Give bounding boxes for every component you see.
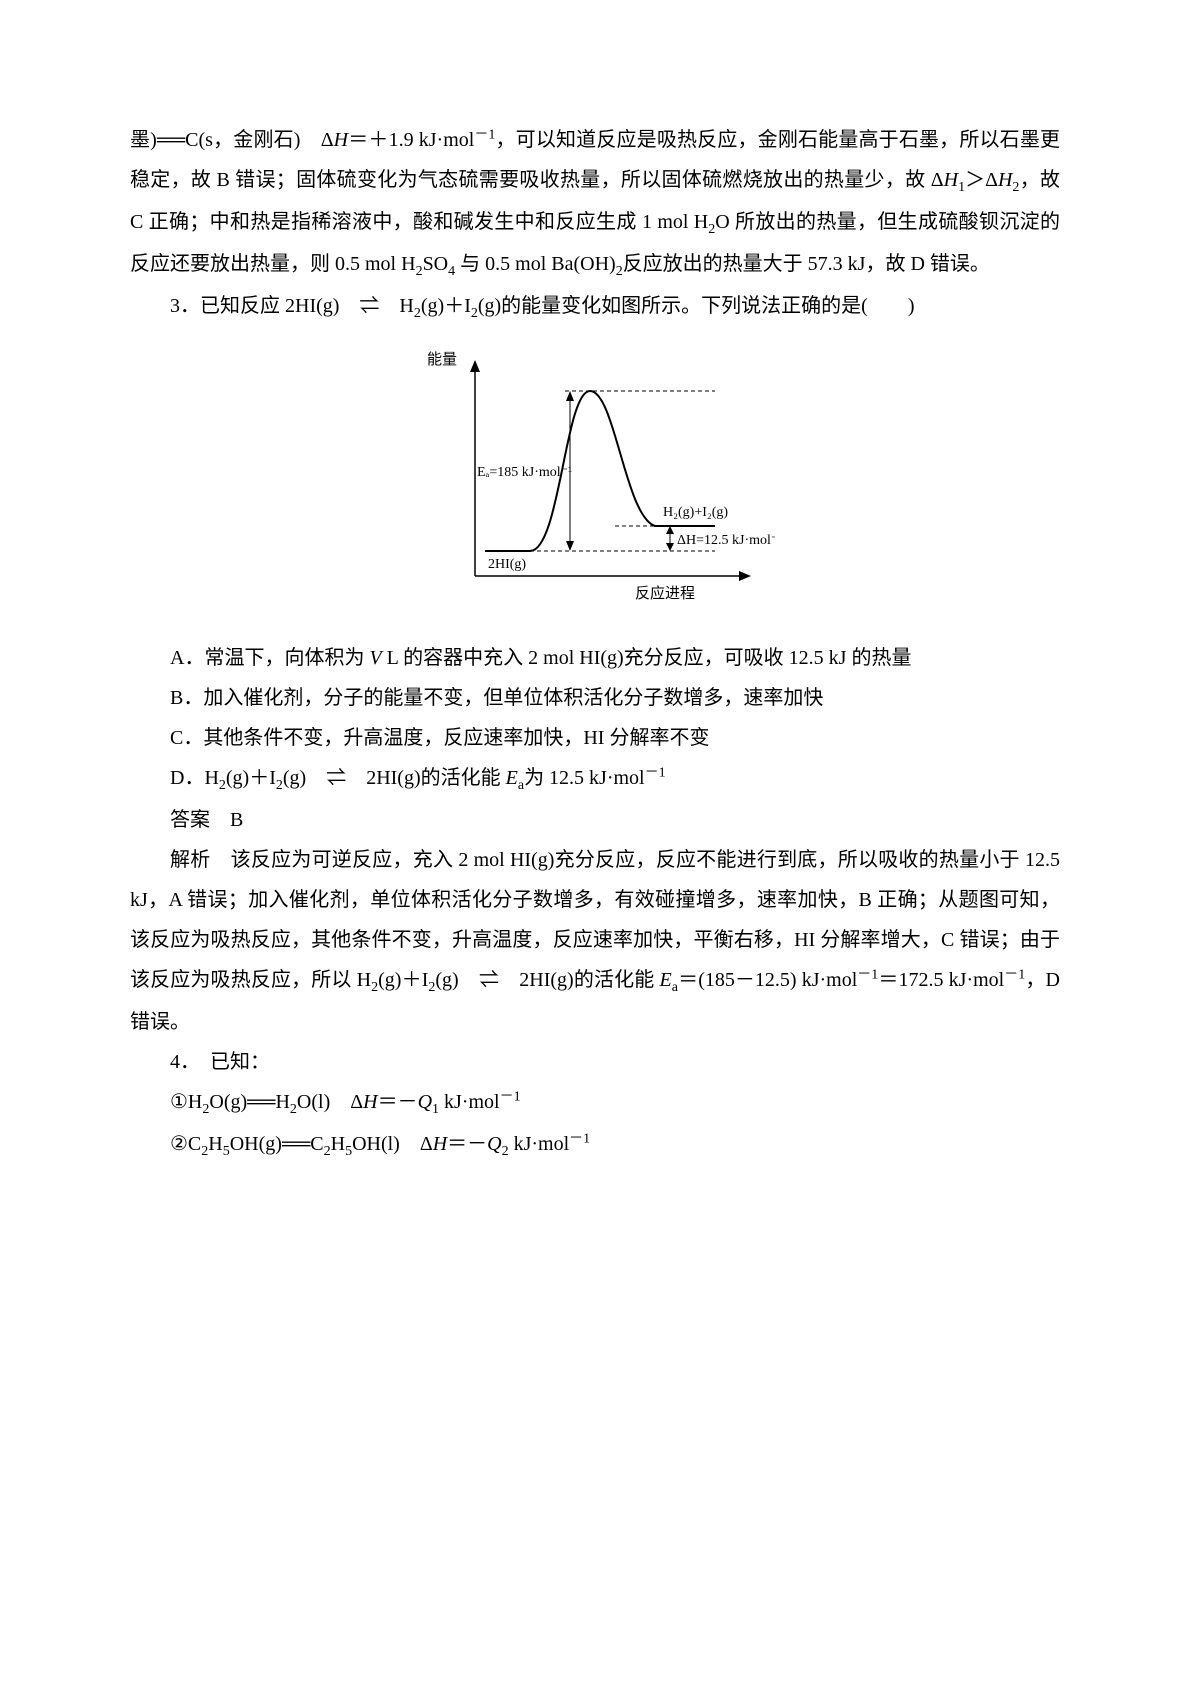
option-a: A．常温下，向体积为 V L 的容器中充入 2 mol HI(g)充分反应，可吸… <box>130 638 1060 678</box>
option-d: D．H2(g)＋I2(g) ⇌ 2HI(g)的活化能 Ea为 12.5 kJ·m… <box>130 758 1060 800</box>
question-4-stem: 4． 已知： <box>130 1042 1060 1082</box>
x-axis-label: 反应进程 <box>635 584 695 602</box>
energy-diagram-figure: 能量 反应进程 Eₐ=185 kJ·mol⁻¹ ΔH=12.5 kJ·mol⁻¹… <box>130 346 1060 620</box>
explanation: 解析 该反应为可逆反应，充入 2 mol HI(g)充分反应，反应不能进行到底，… <box>130 840 1060 1042</box>
product-label: H₂(g)+I₂(g) <box>663 505 728 520</box>
dh-label: ΔH=12.5 kJ·mol⁻¹ <box>677 533 775 548</box>
option-b: B．加入催化剂，分子的能量不变，但单位体积活化分子数增多，速率加快 <box>130 678 1060 718</box>
equation-2: ②C2H5OH(g)══C2H5OH(l) ΔH＝－Q2 kJ·mol－1 <box>130 1124 1060 1166</box>
y-axis-label: 能量 <box>427 351 457 368</box>
question-3-stem: 3．已知反应 2HI(g) ⇌ H2(g)＋I2(g)的能量变化如图所示。下列说… <box>130 286 1060 328</box>
reactant-label: 2HI(g) <box>488 557 526 572</box>
answer-line: 答案 B <box>130 800 1060 840</box>
equation-1: ①H2O(g)══H2O(l) ΔH＝－Q1 kJ·mol－1 <box>130 1082 1060 1124</box>
ea-label: Eₐ=185 kJ·mol⁻¹ <box>477 465 572 480</box>
option-c: C．其他条件不变，升高温度，反应速率加快，HI 分解率不变 <box>130 718 1060 758</box>
paragraph-continuation: 墨)══C(s，金刚石) ΔH＝＋1.9 kJ·mol－1，可以知道反应是吸热反… <box>130 120 1060 286</box>
